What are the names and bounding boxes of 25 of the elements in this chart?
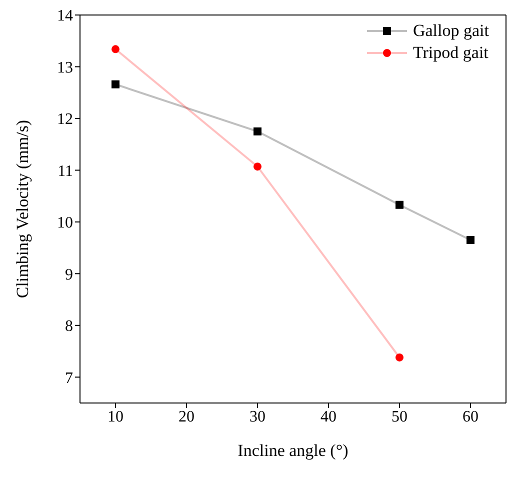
point xyxy=(466,236,474,244)
y-axis-title: Climbing Velocity (mm/s) xyxy=(13,120,32,298)
x-tick-label: 60 xyxy=(462,408,478,426)
legend-label: Tripod gait xyxy=(412,42,488,64)
x-tick-label: 40 xyxy=(320,408,336,426)
y-tick-label: 8 xyxy=(65,318,73,336)
point xyxy=(254,127,262,136)
x-tick-label: 30 xyxy=(250,408,266,426)
point xyxy=(254,162,262,171)
y-tick-label: 11 xyxy=(58,162,73,180)
legend-label: Gallop gait xyxy=(412,20,489,42)
point xyxy=(112,80,120,88)
x-axis-title: Incline angle (°) xyxy=(238,441,348,460)
point xyxy=(112,45,120,54)
x-tick-label: 50 xyxy=(392,408,408,426)
y-tick-label: 12 xyxy=(57,111,73,128)
y-tick-label: 10 xyxy=(57,214,73,232)
x-tick-label: 20 xyxy=(178,408,194,426)
y-tick-label: 13 xyxy=(57,59,73,76)
y-tick-label: 7 xyxy=(65,370,73,387)
y-tick-label: 9 xyxy=(65,266,73,284)
y-tick-label: 14 xyxy=(57,8,73,25)
point xyxy=(396,353,404,362)
x-tick-label: 10 xyxy=(108,408,124,426)
point xyxy=(396,200,404,209)
